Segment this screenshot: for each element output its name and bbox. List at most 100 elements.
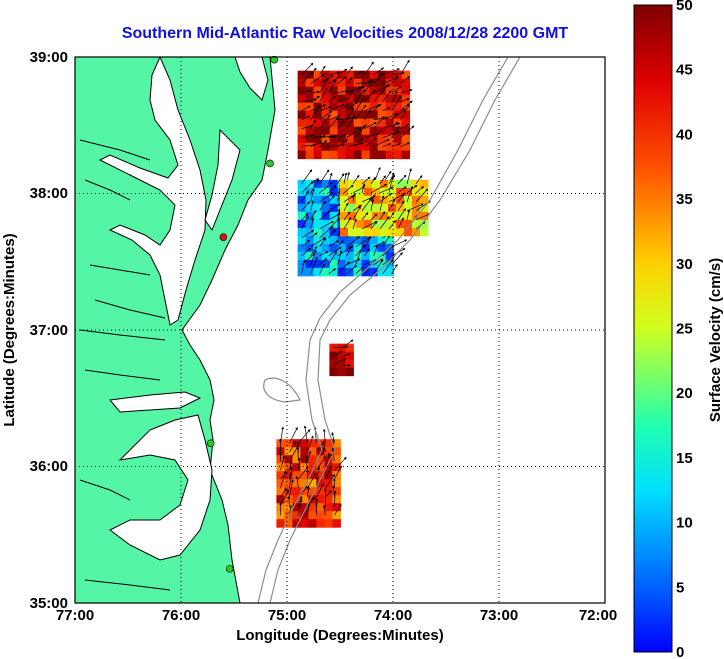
- velocity-cell: [420, 187, 429, 197]
- velocity-arrow: [373, 116, 385, 129]
- velocity-arrow: [352, 205, 361, 221]
- velocity-arrow: [415, 175, 423, 185]
- velocity-arrow: [364, 248, 370, 257]
- velocity-cell: [313, 142, 323, 152]
- velocity-arrow: [319, 77, 329, 93]
- velocity-cell: [369, 267, 379, 277]
- velocity-cell: [329, 243, 339, 253]
- velocity-cell: [292, 511, 301, 520]
- velocity-arrow: [346, 115, 356, 129]
- velocity-arrow: [346, 101, 358, 111]
- velocity-cell: [297, 102, 307, 112]
- velocity-cell: [292, 479, 301, 488]
- velocity-arrow: [287, 496, 291, 507]
- velocity-cell: [345, 150, 355, 160]
- velocity-cell: [324, 471, 333, 480]
- x-tick-label: 77:00: [56, 607, 94, 624]
- velocity-cell: [340, 179, 349, 189]
- velocity-arrow: [364, 122, 377, 129]
- velocity-arrow: [333, 350, 343, 357]
- velocity-cell: [348, 203, 357, 213]
- velocity-cell: [321, 94, 331, 104]
- station-marker: [266, 159, 274, 168]
- velocity-arrow: [319, 226, 334, 239]
- velocity-arrow: [382, 113, 399, 120]
- velocity-cell: [316, 455, 325, 464]
- velocity-cell: [396, 203, 405, 213]
- velocity-cell: [305, 94, 315, 104]
- velocity-cell: [361, 118, 371, 128]
- velocity-cell: [321, 70, 331, 80]
- y-tick-label: 36:00: [30, 458, 68, 475]
- velocity-cell: [361, 243, 371, 253]
- velocity-cell: [321, 259, 331, 269]
- velocity-cell: [393, 142, 403, 152]
- velocity-cell: [332, 495, 341, 504]
- velocity-arrow: [355, 124, 367, 138]
- colorbar-tick-label: 20: [676, 385, 693, 402]
- velocity-cell: [297, 219, 307, 229]
- velocity-cell: [393, 126, 403, 136]
- colorbar-tick-label: 50: [676, 0, 693, 14]
- velocity-cell: [308, 439, 317, 448]
- velocity-cell: [345, 267, 355, 277]
- velocity-cell: [321, 219, 331, 229]
- velocity-cell: [316, 519, 325, 528]
- velocity-cell: [297, 150, 307, 160]
- velocity-cell: [329, 142, 339, 152]
- velocity-cell: [308, 479, 317, 488]
- velocity-cell: [372, 187, 381, 197]
- velocity-cell: [377, 251, 387, 261]
- velocity-cell: [329, 86, 339, 96]
- velocity-arrow: [319, 65, 326, 75]
- velocity-cell: [284, 503, 293, 512]
- velocity-cell: [305, 219, 315, 229]
- velocity-arrow: [397, 192, 406, 203]
- velocity-arrow: [343, 202, 349, 212]
- velocity-arrow: [382, 259, 394, 275]
- velocity-cell: [313, 70, 323, 80]
- velocity-cell: [369, 94, 379, 104]
- velocity-cell: [329, 359, 338, 369]
- velocity-cell: [324, 455, 333, 464]
- velocity-cell: [332, 439, 341, 448]
- velocity-arrow: [355, 96, 365, 111]
- velocity-cell: [324, 447, 333, 456]
- velocity-arrow: [307, 450, 312, 462]
- velocity-arrow: [337, 134, 347, 138]
- velocity-arrow: [310, 217, 315, 229]
- velocity-arrow: [379, 195, 385, 211]
- velocity-cell: [380, 219, 389, 229]
- velocity-arrow: [364, 259, 377, 266]
- velocity-cell: [364, 227, 373, 237]
- velocity-cell: [297, 86, 307, 96]
- velocity-cell: [292, 495, 301, 504]
- velocity-cell: [377, 134, 387, 144]
- velocity-cell: [300, 503, 309, 512]
- velocity-arrow: [400, 125, 415, 138]
- rivers: [79, 139, 171, 591]
- velocity-cell: [324, 511, 333, 520]
- velocity-cell: [297, 243, 307, 253]
- velocity-cell: [393, 78, 403, 88]
- velocity-arrow: [301, 229, 315, 239]
- velocity-arrow: [364, 235, 372, 248]
- velocity-arrow: [370, 183, 388, 194]
- velocity-cell: [297, 187, 307, 197]
- velocity-arrow: [337, 246, 352, 257]
- velocity-cell: [353, 110, 363, 120]
- velocity-cell: [380, 211, 389, 221]
- velocity-arrow: [319, 106, 332, 111]
- velocity-cell: [377, 94, 387, 104]
- velocity-arrow: [400, 97, 410, 102]
- velocity-cell: [321, 118, 331, 128]
- velocity-arrow: [333, 490, 337, 507]
- velocity-cell: [324, 503, 333, 512]
- velocity-cell: [356, 211, 365, 221]
- velocity-cell: [388, 227, 397, 237]
- velocity-arrow: [328, 229, 336, 239]
- velocity-cell: [321, 203, 331, 213]
- velocity-cell: [356, 187, 365, 197]
- velocity-arrow: [337, 240, 344, 248]
- velocity-cell: [345, 351, 354, 361]
